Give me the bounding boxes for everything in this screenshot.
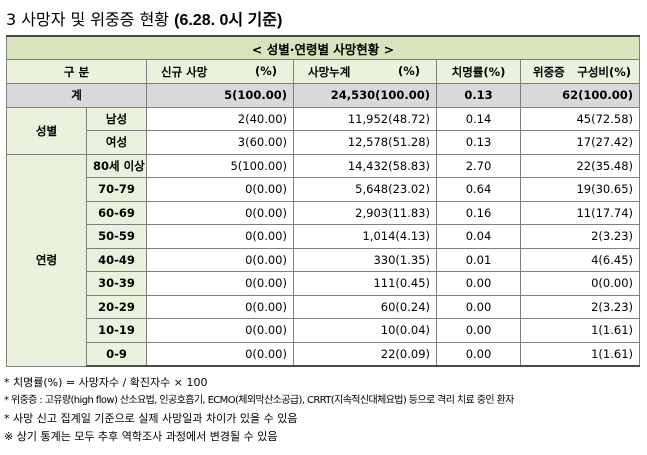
cell-new-deaths: 0(0.00) — [146, 177, 294, 202]
table-row: 30-39 0(0.00) 111(0.45) 0.00 0(0.00) — [7, 271, 641, 296]
table-row: 성별 남성 2(40.00) 11,952(48.72) 0.14 45(72.… — [6, 106, 641, 155]
cell-new-deaths: 0(0.00) — [146, 247, 294, 272]
table-row: 50-59 0(0.00) 1,014(4.13) 0.04 2(3.23) — [7, 224, 641, 249]
header-new-deaths-unit: (%) — [254, 63, 277, 78]
cell-cumulative: 10(0.04) — [293, 318, 437, 343]
cell-fatality: 0.14 — [436, 106, 521, 131]
cell-cumulative: 5,648(23.02) — [293, 177, 437, 202]
title-date: (6.28. 0시 기준) — [174, 12, 283, 29]
cell-fatality: 0.01 — [436, 247, 521, 272]
header-cumulative-unit: (%) — [397, 63, 420, 78]
table-banner-row: < 성별·연령별 사망현황 > — [5, 35, 641, 60]
cell-severe: 22(35.48) — [519, 153, 641, 178]
header-category: 구 분 — [6, 59, 147, 84]
table-row: 연령 80세 이상 5(100.00) 14,432(58.83) 2.70 2… — [6, 153, 641, 367]
death-status-table: < 성별·연령별 사망현황 > 구 분 신규 사망 (%) 사망누계 (%) 치명률… — [5, 35, 641, 367]
row-label: 0-9 — [86, 341, 147, 367]
cell-fatality: 0.00 — [436, 271, 521, 296]
total-severe: 62(100.00) — [519, 83, 641, 108]
total-new-deaths: 5(100.00) — [146, 83, 294, 108]
table-banner: < 성별·연령별 사망현황 > — [5, 35, 641, 60]
total-cumulative: 24,530(100.00) — [293, 83, 437, 108]
cell-severe: 2(3.23) — [519, 224, 641, 249]
row-label: 80세 이상 — [86, 153, 147, 178]
table-row: 0-9 0(0.00) 22(0.09) 0.00 1(1.61) — [7, 341, 641, 367]
cell-fatality: 0.64 — [436, 177, 521, 202]
header-fatality: 치명률(%) — [436, 59, 521, 84]
group-age: 연령 — [6, 153, 87, 367]
table-row: 10-19 0(0.00) 10(0.04) 0.00 1(1.61) — [7, 318, 641, 343]
footnote: * 위중증 : 고유량(high flow) 산소요법, 인공호흡기, ECMO… — [4, 395, 514, 406]
cell-severe: 45(72.58) — [519, 106, 641, 131]
row-label: 남성 — [86, 106, 147, 131]
cell-new-deaths: 0(0.00) — [146, 341, 294, 367]
table-row: 40-49 0(0.00) 330(1.35) 0.01 4(6.45) — [7, 247, 641, 272]
cell-new-deaths: 5(100.00) — [146, 153, 294, 178]
row-label: 70-79 — [86, 177, 147, 202]
table-row: 70-79 0(0.00) 5,648(23.02) 0.64 19(30.65… — [7, 177, 641, 202]
cell-new-deaths: 0(0.00) — [146, 224, 294, 249]
cell-cumulative: 111(0.45) — [293, 271, 437, 296]
cell-severe: 19(30.65) — [519, 177, 641, 202]
cell-fatality: 0.16 — [436, 200, 521, 225]
cell-new-deaths: 0(0.00) — [146, 271, 294, 296]
header-severe-unit: 구성비(%) — [577, 64, 632, 79]
cell-fatality: 0.00 — [436, 341, 521, 367]
page-title: 3 사망자 및 위중증 현황 (6.28. 0시 기준) — [6, 6, 282, 30]
header-cumulative: 사망누계 (%) — [293, 59, 437, 84]
header-new-deaths: 신규 사망 (%) — [146, 59, 294, 84]
footnote: * 치명률(%) = 사망자수 / 확진자수 × 100 — [4, 376, 208, 389]
cell-cumulative: 12,578(51.28) — [293, 130, 437, 155]
cell-fatality: 0.00 — [436, 294, 521, 319]
row-label: 60-69 — [86, 200, 147, 225]
header-cumulative-label: 사망누계 — [308, 64, 351, 79]
footnote: ※ 상기 통계는 모두 추후 역학조사 과정에서 변경될 수 있음 — [4, 430, 278, 443]
title-text: 사망자 및 위중증 현황 — [21, 10, 170, 29]
title-number: 3 — [6, 10, 17, 29]
total-row: 계 5(100.00) 24,530(100.00) 0.13 62(100.0… — [6, 83, 641, 108]
cell-fatality: 0.04 — [436, 224, 521, 249]
cell-severe: 1(1.61) — [519, 341, 641, 367]
cell-cumulative: 2,903(11.83) — [293, 200, 437, 225]
cell-fatality: 2.70 — [436, 153, 521, 178]
total-fatality: 0.13 — [436, 83, 521, 108]
cell-severe: 2(3.23) — [519, 294, 641, 319]
row-label: 30-39 — [86, 271, 147, 296]
table-row: 20-29 0(0.00) 60(0.24) 0.00 2(3.23) — [7, 294, 641, 319]
cell-new-deaths: 3(60.00) — [146, 130, 294, 155]
header-row: 구 분 신규 사망 (%) 사망누계 (%) 치명률(%) 위중증 구성비(%) — [6, 59, 641, 84]
cell-cumulative: 11,952(48.72) — [293, 106, 437, 131]
footnotes: * 치명률(%) = 사망자수 / 확진자수 × 100 * 위중증 : 고유량… — [4, 374, 514, 446]
row-label: 40-49 — [86, 247, 147, 272]
table-row: 여성 3(60.00) 12,578(51.28) 0.13 17(27.42) — [7, 130, 641, 155]
row-label: 50-59 — [86, 224, 147, 249]
row-label: 여성 — [86, 130, 147, 155]
cell-cumulative: 1,014(4.13) — [293, 224, 437, 249]
cell-cumulative: 60(0.24) — [293, 294, 437, 319]
cell-fatality: 0.13 — [436, 130, 521, 155]
header-severe-label: 위중증 — [533, 64, 565, 79]
cell-new-deaths: 2(40.00) — [146, 106, 294, 131]
cell-cumulative: 330(1.35) — [293, 247, 437, 272]
cell-severe: 0(0.00) — [519, 271, 641, 296]
table-row: 60-69 0(0.00) 2,903(11.83) 0.16 11(17.74… — [7, 200, 641, 225]
header-severe: 위중증 구성비(%) — [519, 59, 641, 84]
total-label: 계 — [6, 83, 147, 108]
cell-severe: 11(17.74) — [519, 200, 641, 225]
cell-severe: 17(27.42) — [519, 130, 641, 155]
cell-new-deaths: 0(0.00) — [146, 294, 294, 319]
group-gender: 성별 — [6, 106, 87, 155]
cell-fatality: 0.00 — [436, 318, 521, 343]
footnote: * 사망 신고 집계일 기준으로 실제 사망일과 차이가 있을 수 있음 — [4, 412, 298, 425]
cell-severe: 1(1.61) — [519, 318, 641, 343]
cell-new-deaths: 0(0.00) — [146, 318, 294, 343]
cell-cumulative: 14,432(58.83) — [293, 153, 437, 178]
header-new-deaths-label: 신규 사망 — [161, 64, 208, 79]
row-label: 10-19 — [86, 318, 147, 343]
row-label: 20-29 — [86, 294, 147, 319]
cell-new-deaths: 0(0.00) — [146, 200, 294, 225]
cell-cumulative: 22(0.09) — [293, 341, 437, 367]
cell-severe: 4(6.45) — [519, 247, 641, 272]
